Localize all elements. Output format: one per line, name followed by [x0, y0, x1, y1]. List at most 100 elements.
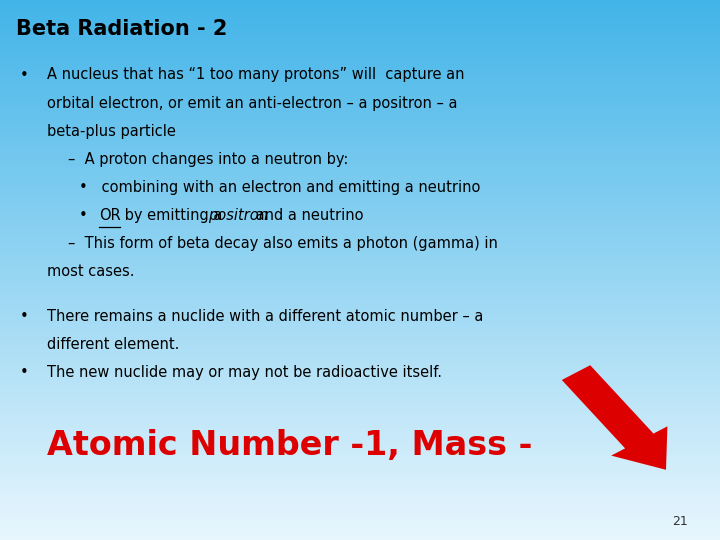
Text: and a neutrino: and a neutrino — [251, 208, 364, 223]
Bar — [0, 387, 720, 389]
Bar — [0, 83, 720, 85]
Bar — [0, 346, 720, 347]
Bar — [0, 265, 720, 266]
Bar — [0, 522, 720, 524]
Text: beta-plus particle: beta-plus particle — [47, 124, 176, 139]
Bar — [0, 358, 720, 360]
Bar — [0, 247, 720, 248]
Bar — [0, 59, 720, 61]
Bar — [0, 151, 720, 153]
Bar — [0, 245, 720, 247]
Text: orbital electron, or emit an anti-electron – a positron – a: orbital electron, or emit an anti-electr… — [47, 96, 457, 111]
Bar — [0, 191, 720, 193]
Bar — [0, 61, 720, 63]
Bar — [0, 471, 720, 474]
Bar — [0, 360, 720, 362]
Bar — [0, 459, 720, 461]
Bar — [0, 304, 720, 306]
Bar — [0, 389, 720, 390]
Bar — [0, 320, 720, 322]
Bar — [0, 371, 720, 373]
Bar — [0, 382, 720, 383]
Bar — [0, 79, 720, 81]
Bar — [0, 495, 720, 497]
Bar — [0, 214, 720, 216]
Bar — [0, 187, 720, 189]
Bar — [0, 169, 720, 171]
Bar — [0, 185, 720, 187]
Bar — [0, 218, 720, 220]
Bar — [0, 103, 720, 104]
Bar — [0, 531, 720, 533]
Bar — [0, 258, 720, 259]
Bar — [0, 464, 720, 466]
Bar — [0, 225, 720, 227]
Bar — [0, 104, 720, 106]
Bar — [0, 174, 720, 177]
Bar — [0, 528, 720, 529]
Bar — [0, 180, 720, 182]
Bar — [0, 158, 720, 160]
Text: A nucleus that has “1 too many protons” will  capture an: A nucleus that has “1 too many protons” … — [47, 68, 464, 83]
Bar — [0, 49, 720, 50]
Bar — [0, 281, 720, 282]
Bar — [0, 306, 720, 308]
Bar — [0, 416, 720, 417]
Bar — [0, 457, 720, 459]
Text: positron: positron — [208, 208, 268, 223]
Bar — [0, 437, 720, 439]
Bar — [0, 47, 720, 49]
Bar — [0, 25, 720, 27]
Bar — [0, 70, 720, 72]
Text: OR: OR — [99, 208, 121, 223]
Bar — [0, 177, 720, 178]
Bar — [0, 85, 720, 86]
Bar — [0, 324, 720, 326]
Bar — [0, 234, 720, 236]
Bar — [0, 520, 720, 522]
Bar — [0, 394, 720, 396]
Bar — [0, 173, 720, 174]
Bar — [0, 275, 720, 277]
Bar — [0, 344, 720, 346]
Bar — [0, 517, 720, 518]
Bar — [0, 22, 720, 23]
Bar — [0, 454, 720, 455]
Bar — [0, 312, 720, 313]
Text: •: • — [20, 309, 29, 324]
Bar — [0, 479, 720, 481]
Bar — [0, 194, 720, 196]
Bar — [0, 243, 720, 245]
Bar — [0, 509, 720, 511]
Bar — [0, 274, 720, 275]
Bar — [0, 201, 720, 204]
Bar — [0, 110, 720, 112]
Text: •: • — [20, 68, 29, 83]
Bar — [0, 216, 720, 218]
Bar — [0, 447, 720, 448]
Bar — [0, 228, 720, 231]
Bar — [0, 18, 720, 20]
Bar — [0, 97, 720, 99]
Bar — [0, 288, 720, 290]
Bar — [0, 150, 720, 151]
Bar — [0, 373, 720, 374]
Bar — [0, 123, 720, 124]
Bar — [0, 34, 720, 36]
Bar — [0, 23, 720, 25]
Bar — [0, 171, 720, 173]
Bar — [0, 342, 720, 344]
Bar — [0, 533, 720, 535]
Bar — [0, 401, 720, 403]
Bar — [0, 72, 720, 74]
Bar — [0, 160, 720, 162]
Bar — [0, 45, 720, 47]
Bar — [0, 286, 720, 288]
Bar — [0, 412, 720, 414]
Bar — [0, 212, 720, 214]
Bar — [0, 266, 720, 268]
Bar — [0, 484, 720, 486]
Bar — [0, 423, 720, 425]
Bar — [0, 81, 720, 83]
Bar — [0, 238, 720, 239]
